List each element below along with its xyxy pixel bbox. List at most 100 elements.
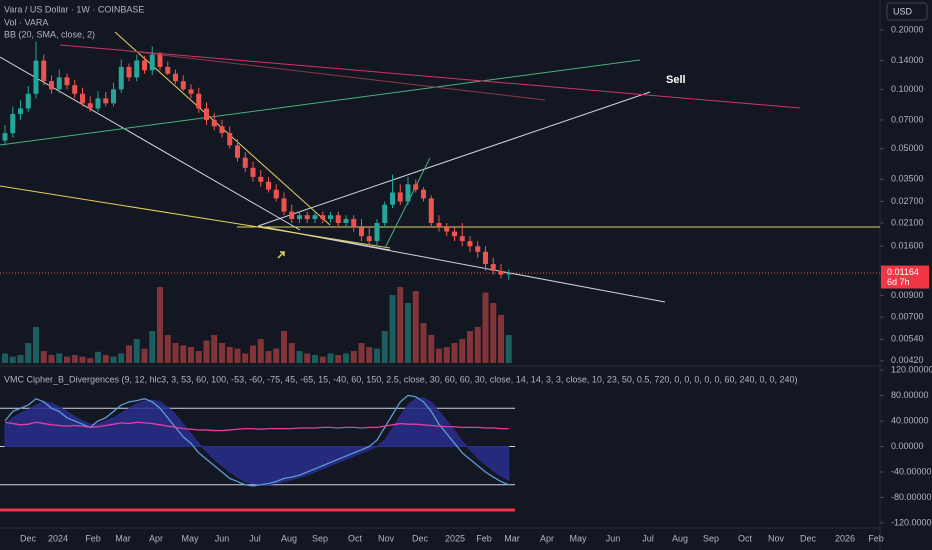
volume-bar — [95, 351, 101, 363]
candle-body — [126, 66, 132, 78]
volume-bar — [273, 348, 280, 363]
candle-body — [359, 227, 364, 237]
candle-body — [219, 126, 225, 134]
trendline — [0, 185, 391, 249]
volume-bar — [312, 355, 318, 363]
candle-body — [95, 98, 101, 109]
x-tick-label: Sep — [703, 533, 719, 543]
x-tick-label: Oct — [348, 533, 363, 543]
candle-body — [18, 108, 23, 115]
volume-bar — [474, 327, 481, 363]
volume-bar — [335, 355, 342, 363]
candle-body — [142, 60, 147, 71]
candle-body — [475, 246, 481, 252]
volume-bar — [389, 295, 396, 363]
x-tick-label: Jul — [642, 533, 654, 543]
candle-body — [80, 93, 85, 104]
candle-body — [25, 93, 31, 109]
candle-body — [103, 98, 109, 104]
candle-body — [452, 231, 457, 237]
candle-body — [397, 192, 403, 202]
x-tick-label: Nov — [378, 533, 395, 543]
volume-bar — [48, 355, 55, 363]
y-tick-label: -80.00000 — [891, 492, 932, 502]
volume-bar — [79, 356, 86, 363]
candle-body — [289, 211, 295, 220]
volume-bar — [141, 348, 148, 363]
x-tick-label: Mar — [504, 533, 520, 543]
x-tick-label: Feb — [476, 533, 492, 543]
candle-body — [118, 66, 124, 90]
volume-bar — [343, 353, 349, 363]
y-tick-label: 0.00900 — [891, 290, 924, 300]
volume-bar — [257, 339, 264, 363]
y-tick-label: 0.10000 — [891, 84, 924, 94]
volume-bar — [219, 343, 225, 363]
candle-body — [498, 270, 504, 275]
volume-bar — [87, 358, 94, 363]
x-tick-label: Dec — [800, 533, 817, 543]
volume-bar — [180, 345, 187, 363]
y-tick-label: 80.00000 — [891, 390, 929, 400]
candle-body — [111, 89, 116, 104]
volume-bar — [118, 353, 125, 363]
volume-bar — [428, 335, 435, 363]
candle-body — [134, 60, 140, 78]
candle-body — [436, 223, 442, 228]
candle-body — [421, 189, 426, 199]
x-tick-label: Apr — [540, 533, 554, 543]
y-tick-label: 120.00000 — [891, 364, 932, 374]
x-tick-label: Feb — [85, 533, 101, 543]
candle-body — [343, 219, 349, 224]
volume-bar — [288, 343, 295, 363]
x-tick-label: Dec — [412, 533, 429, 543]
y-tick-label: 0.20000 — [891, 24, 924, 34]
y-tick-label: 0.01600 — [891, 241, 924, 251]
currency[interactable]: USD — [893, 6, 913, 16]
candle-body — [405, 184, 411, 202]
volume-bar — [412, 291, 419, 363]
candle-body — [506, 273, 512, 275]
volume-bar — [304, 353, 311, 363]
candle-body — [211, 119, 217, 127]
x-tick-label: Jul — [249, 533, 261, 543]
y-tick-label: 0.07000 — [891, 114, 924, 124]
y-tick-label: 0.00540 — [891, 334, 924, 344]
volume-bar — [397, 287, 404, 363]
volume-bar — [149, 331, 156, 363]
volume-bar — [319, 356, 326, 363]
candle-body — [266, 181, 271, 190]
candle-body — [490, 264, 496, 271]
volume-bar — [459, 339, 466, 363]
volume-bar — [211, 335, 218, 363]
volume-bar — [327, 353, 334, 363]
candle-body — [235, 145, 240, 158]
volume-bar — [33, 327, 39, 363]
volume-bar — [443, 347, 450, 363]
candle-body — [149, 54, 155, 71]
candle-body — [444, 227, 450, 232]
volume-bar — [374, 348, 380, 363]
x-tick-label: Jun — [606, 533, 621, 543]
candle-body — [10, 114, 16, 134]
y-tick-label: 0.02100 — [891, 217, 924, 227]
symbol-title: Vara / US Dollar · 1W · COINBASE — [4, 4, 144, 14]
volume-bar — [366, 347, 373, 363]
candle-body — [196, 93, 202, 109]
candle-body — [304, 215, 310, 220]
volume-bar — [498, 315, 504, 363]
candle-body — [258, 176, 264, 182]
currency-box[interactable] — [886, 2, 928, 21]
price-tag-label: 0.01164 — [887, 267, 919, 277]
volume-bar — [296, 351, 303, 363]
candle-body — [390, 192, 395, 205]
volume-bar — [164, 335, 171, 363]
volume-bar — [482, 292, 489, 363]
candle-body — [227, 133, 233, 146]
candle-body — [188, 89, 194, 94]
volume-bar — [226, 347, 233, 363]
candle-body — [72, 85, 78, 94]
candle-body — [467, 241, 473, 247]
drawings — [0, 31, 880, 512]
